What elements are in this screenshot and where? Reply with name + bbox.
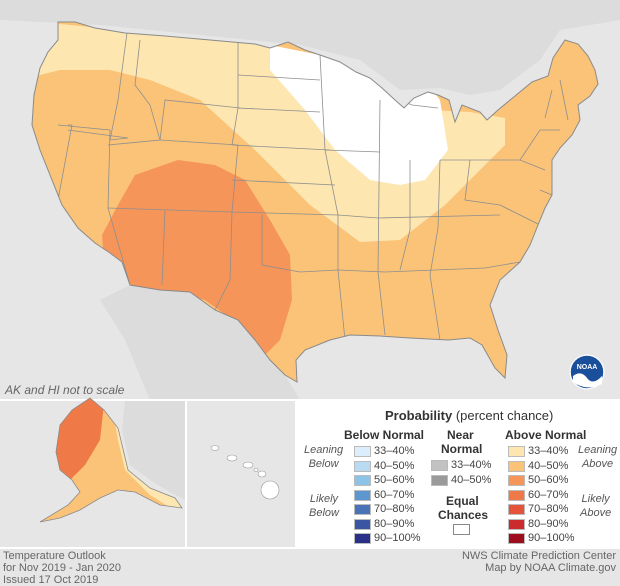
likely-above-word: Likely <box>581 493 610 505</box>
above-normal-swatch <box>508 504 525 515</box>
near-normal-swatch <box>431 474 448 486</box>
leaning-below-word: Leaning <box>304 444 344 456</box>
likely-below-label: Likely Below <box>309 492 339 520</box>
above-normal-label: 50–60% <box>528 474 569 486</box>
below-normal-swatch <box>354 504 371 515</box>
legend-title-rest: (percent chance) <box>455 408 554 423</box>
above-normal-swatch <box>508 460 525 472</box>
svg-text:NOAA: NOAA <box>577 364 598 371</box>
below-normal-label: 80–90% <box>374 517 415 530</box>
likely-above-label: Likely Above <box>580 492 611 520</box>
footer-title: Temperature Outlook for Nov 2019 - Jan 2… <box>3 550 121 586</box>
below-normal-label: 70–80% <box>374 503 415 515</box>
near-normal-heading-1: Near <box>447 428 474 442</box>
equal-chances-heading-2: Chances <box>438 508 489 522</box>
scale-note: AK and HI not to scale <box>5 383 125 397</box>
below-normal-label: 40–50% <box>374 459 415 472</box>
above-normal-swatch <box>508 446 525 457</box>
leaning-above-label: Leaning Above <box>578 443 617 471</box>
equal-chances-swatch <box>453 524 470 535</box>
below-normal-label: 90–100% <box>374 532 421 544</box>
footer-credit: NWS Climate Prediction Center Map by NOA… <box>462 550 616 574</box>
footer-line-3: Issued 17 Oct 2019 <box>3 574 99 586</box>
near-normal-heading-2: Normal <box>441 442 483 456</box>
above-normal-label: 33–40% <box>528 445 569 457</box>
below-word-2: Below <box>309 507 339 519</box>
below-word: Below <box>308 458 339 470</box>
above-normal-label: 90–100% <box>528 532 575 544</box>
above-normal-swatch <box>508 533 525 544</box>
below-normal-swatch <box>354 518 371 530</box>
legend-title: Probability (percent chance) <box>385 408 553 423</box>
above-normal-label: 60–70% <box>528 488 569 501</box>
above-normal-label: 80–90% <box>528 517 569 530</box>
legend-title-bold: Probability <box>385 408 453 423</box>
footer-credit-2: Map by NOAA Climate.gov <box>485 562 616 574</box>
leaning-above-word: Leaning <box>578 444 618 456</box>
likely-below-word: Likely <box>309 493 339 505</box>
above-normal-swatch <box>508 475 525 486</box>
near-normal-swatch <box>431 460 448 471</box>
above-normal-heading: Above Normal <box>505 428 587 442</box>
above-word: Above <box>581 458 614 470</box>
above-normal-swatch <box>508 489 525 501</box>
equal-chances-heading-1: Equal <box>446 494 479 508</box>
leaning-below-label: Leaning Below <box>304 443 343 471</box>
above-normal-label: 70–80% <box>528 503 569 515</box>
above-word-2: Above <box>580 507 612 519</box>
below-normal-swatch <box>354 460 371 472</box>
below-normal-swatch <box>354 446 371 457</box>
noaa-logo-icon: NOAA <box>569 354 605 390</box>
near-normal-label: 33–40% <box>451 459 492 471</box>
below-normal-heading: Below Normal <box>344 428 425 442</box>
below-normal-label: 50–60% <box>374 474 415 486</box>
below-normal-label: 33–40% <box>374 445 415 457</box>
below-normal-swatch <box>354 489 371 501</box>
footer-line-1: Temperature Outlook <box>3 550 106 562</box>
footer-credit-1: NWS Climate Prediction Center <box>461 550 616 562</box>
above-normal-swatch <box>508 518 525 530</box>
legend: Probability (percent chance) Below Norma… <box>297 400 620 548</box>
below-normal-label: 60–70% <box>374 488 415 501</box>
below-normal-swatch <box>354 475 371 486</box>
above-normal-label: 40–50% <box>528 459 569 472</box>
near-normal-label: 40–50% <box>451 473 492 486</box>
footer-line-2: for Nov 2019 - Jan 2020 <box>3 562 122 574</box>
below-normal-swatch <box>354 533 371 544</box>
